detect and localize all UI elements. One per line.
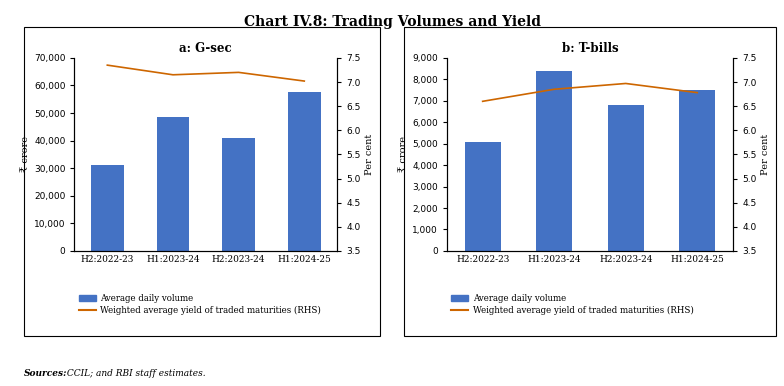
- Bar: [91, 166, 124, 251]
- Text: Chart IV.8: Trading Volumes and Yield: Chart IV.8: Trading Volumes and Yield: [244, 15, 540, 29]
- Text: CCIL; and RBI staff estimates.: CCIL; and RBI staff estimates.: [64, 369, 206, 378]
- Text: Sources:: Sources:: [24, 369, 67, 378]
- Bar: [536, 71, 572, 251]
- Bar: [465, 142, 500, 251]
- Y-axis label: Per cent: Per cent: [365, 134, 374, 175]
- Legend: Average daily volume, Weighted average yield of traded maturities (RHS): Average daily volume, Weighted average y…: [78, 294, 321, 315]
- Y-axis label: ₹ crore: ₹ crore: [399, 136, 408, 173]
- Y-axis label: Per cent: Per cent: [760, 134, 770, 175]
- Bar: [680, 90, 715, 251]
- Bar: [157, 117, 190, 251]
- Title: a: G-sec: a: G-sec: [180, 42, 232, 55]
- Bar: [288, 92, 321, 251]
- Bar: [222, 138, 255, 251]
- Bar: [608, 105, 644, 251]
- Title: b: T-bills: b: T-bills: [561, 42, 619, 55]
- Legend: Average daily volume, Weighted average yield of traded maturities (RHS): Average daily volume, Weighted average y…: [451, 294, 694, 315]
- Y-axis label: ₹ crore: ₹ crore: [21, 136, 30, 173]
